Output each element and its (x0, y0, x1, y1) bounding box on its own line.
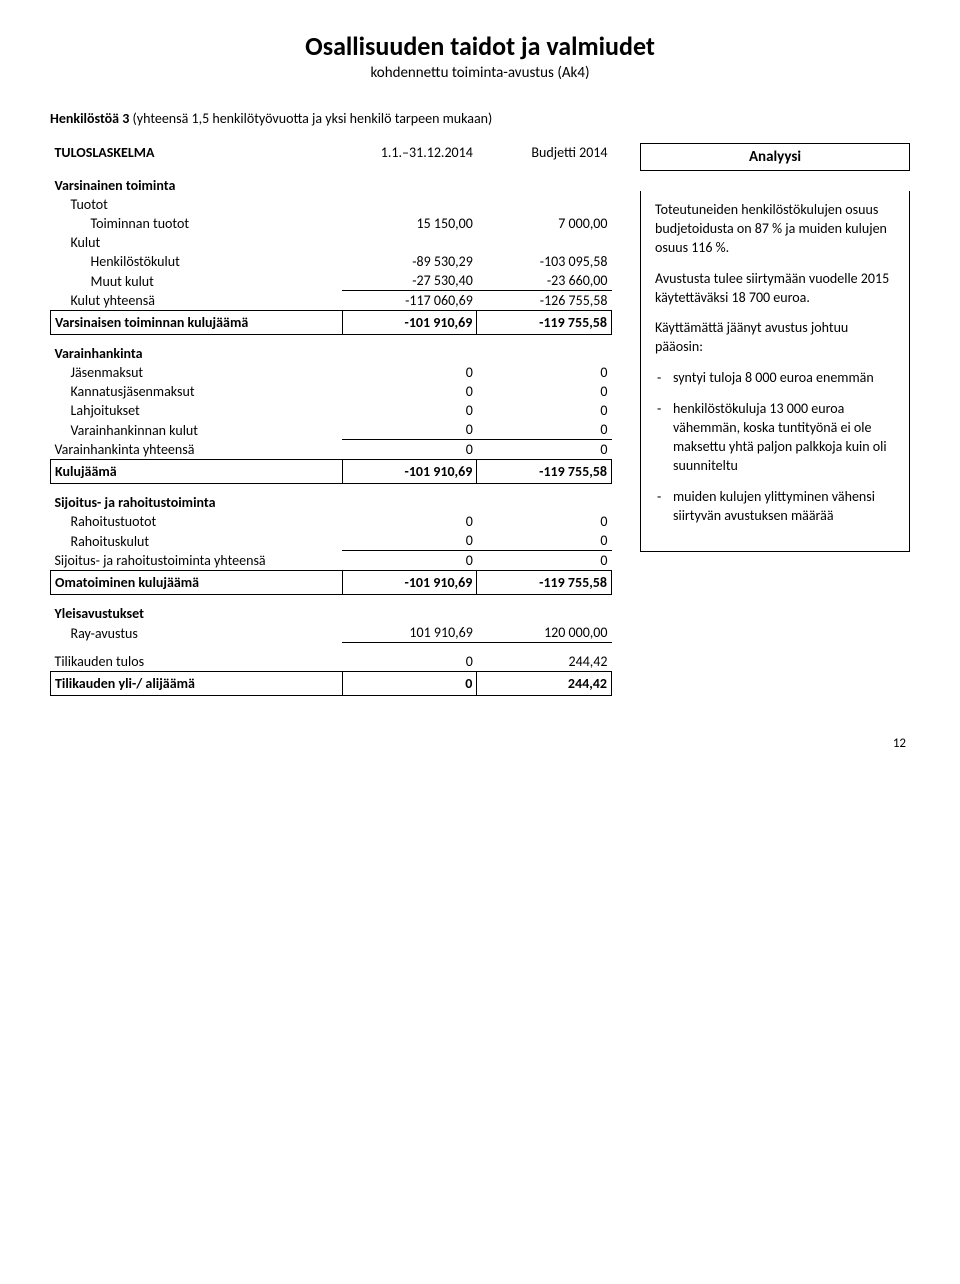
page-number: 12 (50, 736, 910, 751)
analysis-bullet: henkilöstökuluja 13 000 euroa vähemmän, … (655, 400, 895, 476)
row-value: 7 000,00 (477, 214, 612, 233)
analysis-sidebar: Analyysi Toteutuneiden henkilöstökulujen… (640, 143, 910, 552)
row-label: Yleisavustukset (51, 595, 343, 624)
staff-detail: (yhteensä 1,5 henkilötyövuotta ja yksi h… (129, 110, 492, 127)
staff-info: Henkilöstöä 3 (yhteensä 1,5 henkilötyövu… (50, 110, 910, 127)
row-label: Varsinainen toiminta (51, 167, 343, 195)
row-label: Rahoitustuotot (51, 512, 343, 531)
row-value: -103 095,58 (477, 252, 612, 271)
row-value: -126 755,58 (477, 291, 612, 311)
row-label: Omatoiminen kulujäämä (51, 571, 343, 595)
row-value: 0 (477, 531, 612, 551)
row-value: 0 (342, 512, 477, 531)
row-value: 101 910,69 (342, 623, 477, 643)
analysis-bullet: muiden kulujen ylittyminen vähensi siirt… (655, 488, 895, 526)
row-value: 0 (477, 363, 612, 382)
row-label: Rahoituskulut (51, 531, 343, 551)
row-value: 0 (342, 382, 477, 401)
analysis-p3: Käyttämättä jäänyt avustus johtuu pääosi… (655, 319, 895, 357)
row-label: Varainhankinta yhteensä (51, 440, 343, 460)
row-value: -101 910,69 (342, 571, 477, 595)
row-label: Sijoitus- ja rahoitustoiminta yhteensä (51, 551, 343, 571)
row-label: Sijoitus- ja rahoitustoiminta (51, 484, 343, 513)
row-label: Tilikauden yli-/ alijäämä (51, 672, 343, 696)
table-header-col2: Budjetti 2014 (477, 143, 612, 167)
row-label: Kulut yhteensä (51, 291, 343, 311)
row-value: -23 660,00 (477, 271, 612, 291)
page-title: Osallisuuden taidot ja valmiudet (50, 30, 910, 62)
row-value: 0 (477, 512, 612, 531)
row-label: Varainhankinnan kulut (51, 420, 343, 440)
row-value: -27 530,40 (342, 271, 477, 291)
row-label: Lahjoitukset (51, 401, 343, 420)
row-value: -119 755,58 (477, 311, 612, 335)
row-value: -119 755,58 (477, 571, 612, 595)
row-value: 120 000,00 (477, 623, 612, 643)
analysis-p2: Avustusta tulee siirtymään vuodelle 2015… (655, 270, 895, 308)
analysis-p1: Toteutuneiden henkilöstökulujen osuus bu… (655, 201, 895, 258)
row-label: Muut kulut (51, 271, 343, 291)
row-value: 0 (342, 672, 477, 696)
row-value: 0 (342, 420, 477, 440)
row-value: -119 755,58 (477, 460, 612, 484)
row-value: 0 (342, 643, 477, 672)
page-subtitle: kohdennettu toiminta-avustus (Ak4) (50, 64, 910, 82)
row-value: 244,42 (477, 672, 612, 696)
row-label: Tuotot (51, 195, 343, 214)
row-label: Varsinaisen toiminnan kulujäämä (51, 311, 343, 335)
row-label: Tilikauden tulos (51, 643, 343, 672)
staff-label: Henkilöstöä 3 (50, 110, 129, 127)
row-value: 15 150,00 (342, 214, 477, 233)
row-value: -101 910,69 (342, 460, 477, 484)
analysis-title: Analyysi (640, 143, 910, 171)
row-value: -89 530,29 (342, 252, 477, 271)
row-label: Kulujäämä (51, 460, 343, 484)
row-value: 0 (342, 440, 477, 460)
analysis-bullet: syntyi tuloja 8 000 euroa enemmän (655, 369, 895, 388)
row-label: Toiminnan tuotot (51, 214, 343, 233)
row-label: Henkilöstökulut (51, 252, 343, 271)
row-label: Varainhankinta (51, 335, 343, 364)
row-value: 0 (477, 382, 612, 401)
row-value: 0 (342, 363, 477, 382)
row-label: Ray-avustus (51, 623, 343, 643)
row-value: 0 (477, 551, 612, 571)
row-value: -117 060,69 (342, 291, 477, 311)
row-value: 0 (342, 551, 477, 571)
row-value: 0 (477, 401, 612, 420)
row-value: 0 (477, 440, 612, 460)
row-value: -101 910,69 (342, 311, 477, 335)
row-label: Jäsenmaksut (51, 363, 343, 382)
row-label: Kannatusjäsenmaksut (51, 382, 343, 401)
row-value: 0 (477, 420, 612, 440)
row-value: 244,42 (477, 643, 612, 672)
table-header-left: TULOSLASKELMA (51, 143, 343, 167)
row-label: Kulut (51, 233, 343, 252)
row-value: 0 (342, 401, 477, 420)
income-statement-table: TULOSLASKELMA 1.1.–31.12.2014 Budjetti 2… (50, 143, 612, 696)
analysis-body: Toteutuneiden henkilöstökulujen osuus bu… (640, 191, 910, 552)
row-value: 0 (342, 531, 477, 551)
table-header-col1: 1.1.–31.12.2014 (342, 143, 477, 167)
